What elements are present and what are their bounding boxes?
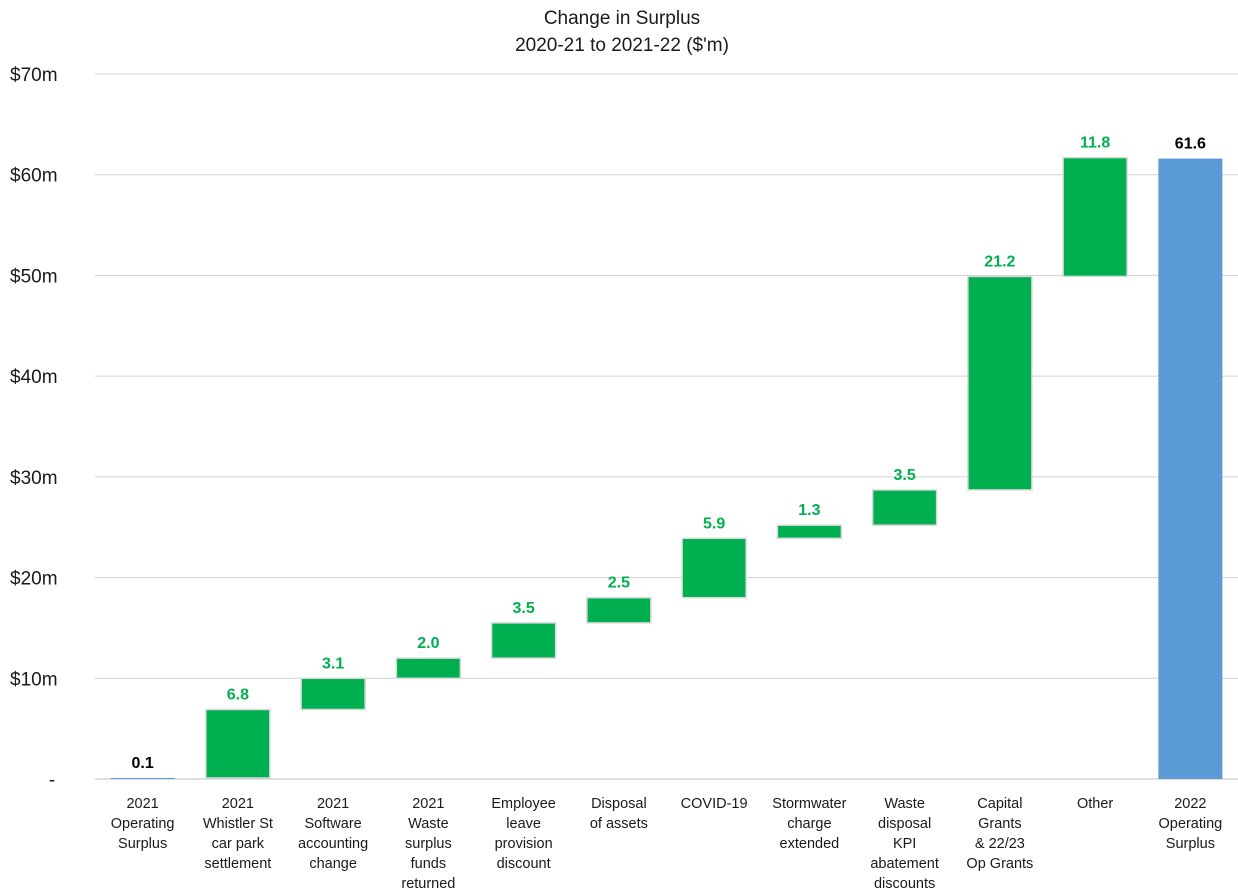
- data-label: 2.5: [608, 575, 630, 592]
- y-tick-label: $20m: [10, 569, 58, 590]
- y-tick-label: $40m: [10, 367, 58, 388]
- x-tick-label: Employee leave provision discount: [491, 796, 555, 872]
- bar: [205, 708, 271, 779]
- data-label: 11.8: [1080, 135, 1110, 152]
- y-tick-label: $60m: [10, 166, 58, 187]
- y-tick-label: $10m: [10, 669, 58, 690]
- data-label: 2.0: [417, 635, 439, 652]
- y-tick-label: $70m: [10, 65, 58, 86]
- y-axis-ticks: - $10m $20m $30m $40m $50m $60m $70m: [10, 65, 58, 791]
- bar: [300, 677, 366, 711]
- x-tick-label: 2021 Waste surplus funds returned: [401, 796, 455, 892]
- data-label: 3.5: [513, 600, 535, 617]
- bar: [110, 777, 175, 779]
- x-axis-ticks: 2021 Operating Surplus 2021 Whistler St car p…: [111, 796, 1222, 892]
- bar: [1158, 158, 1223, 780]
- x-tick-label: 2021 Whistler St car park settlement: [203, 796, 273, 872]
- bar: [395, 657, 462, 680]
- bar: [1062, 156, 1128, 278]
- y-tick-label: $50m: [10, 266, 58, 287]
- bar: [776, 524, 843, 540]
- data-label: 6.8: [227, 687, 249, 704]
- bar: [967, 275, 1033, 491]
- x-tick-label: Stormwater charge extended: [772, 796, 846, 852]
- gridlines: [95, 73, 1238, 780]
- x-tick-label: Other: [1077, 796, 1113, 812]
- x-tick-label: COVID-19: [681, 796, 748, 812]
- data-label: 3.1: [322, 655, 344, 672]
- data-label: 5.9: [703, 515, 725, 532]
- y-tick-label: $30m: [10, 468, 58, 489]
- data-label: 0.1: [132, 755, 154, 772]
- x-tick-label: Waste disposal KPI abatement discounts: [870, 796, 939, 892]
- x-tick-label: 2021 Software accounting change: [298, 796, 368, 872]
- data-labels: 0.1 6.8 3.1 2.0 3.5 2.5 5.9 1.3 3.5 21.2 11.8 61.6: [132, 135, 1207, 772]
- data-label: 1.3: [798, 502, 820, 519]
- bar: [871, 489, 938, 526]
- bars: [110, 156, 1223, 780]
- chart-subtitle: 2020-21 to 2021-22 ($'m): [515, 35, 729, 56]
- bar: [681, 537, 747, 599]
- data-label: 21.2: [984, 253, 1015, 270]
- data-label: 61.6: [1175, 136, 1206, 153]
- bar: [490, 622, 557, 659]
- bar: [586, 596, 652, 624]
- x-tick-label: Disposal of assets: [590, 796, 648, 832]
- data-label: 3.5: [894, 467, 916, 484]
- x-tick-label: 2022 Operating Surplus: [1159, 796, 1223, 852]
- x-tick-label: 2021 Operating Surplus: [111, 796, 175, 852]
- y-tick-label: -: [49, 770, 55, 791]
- x-tick-label: Capital Grants & 22/23 Op Grants: [966, 796, 1033, 872]
- chart-title: Change in Surplus: [544, 8, 700, 29]
